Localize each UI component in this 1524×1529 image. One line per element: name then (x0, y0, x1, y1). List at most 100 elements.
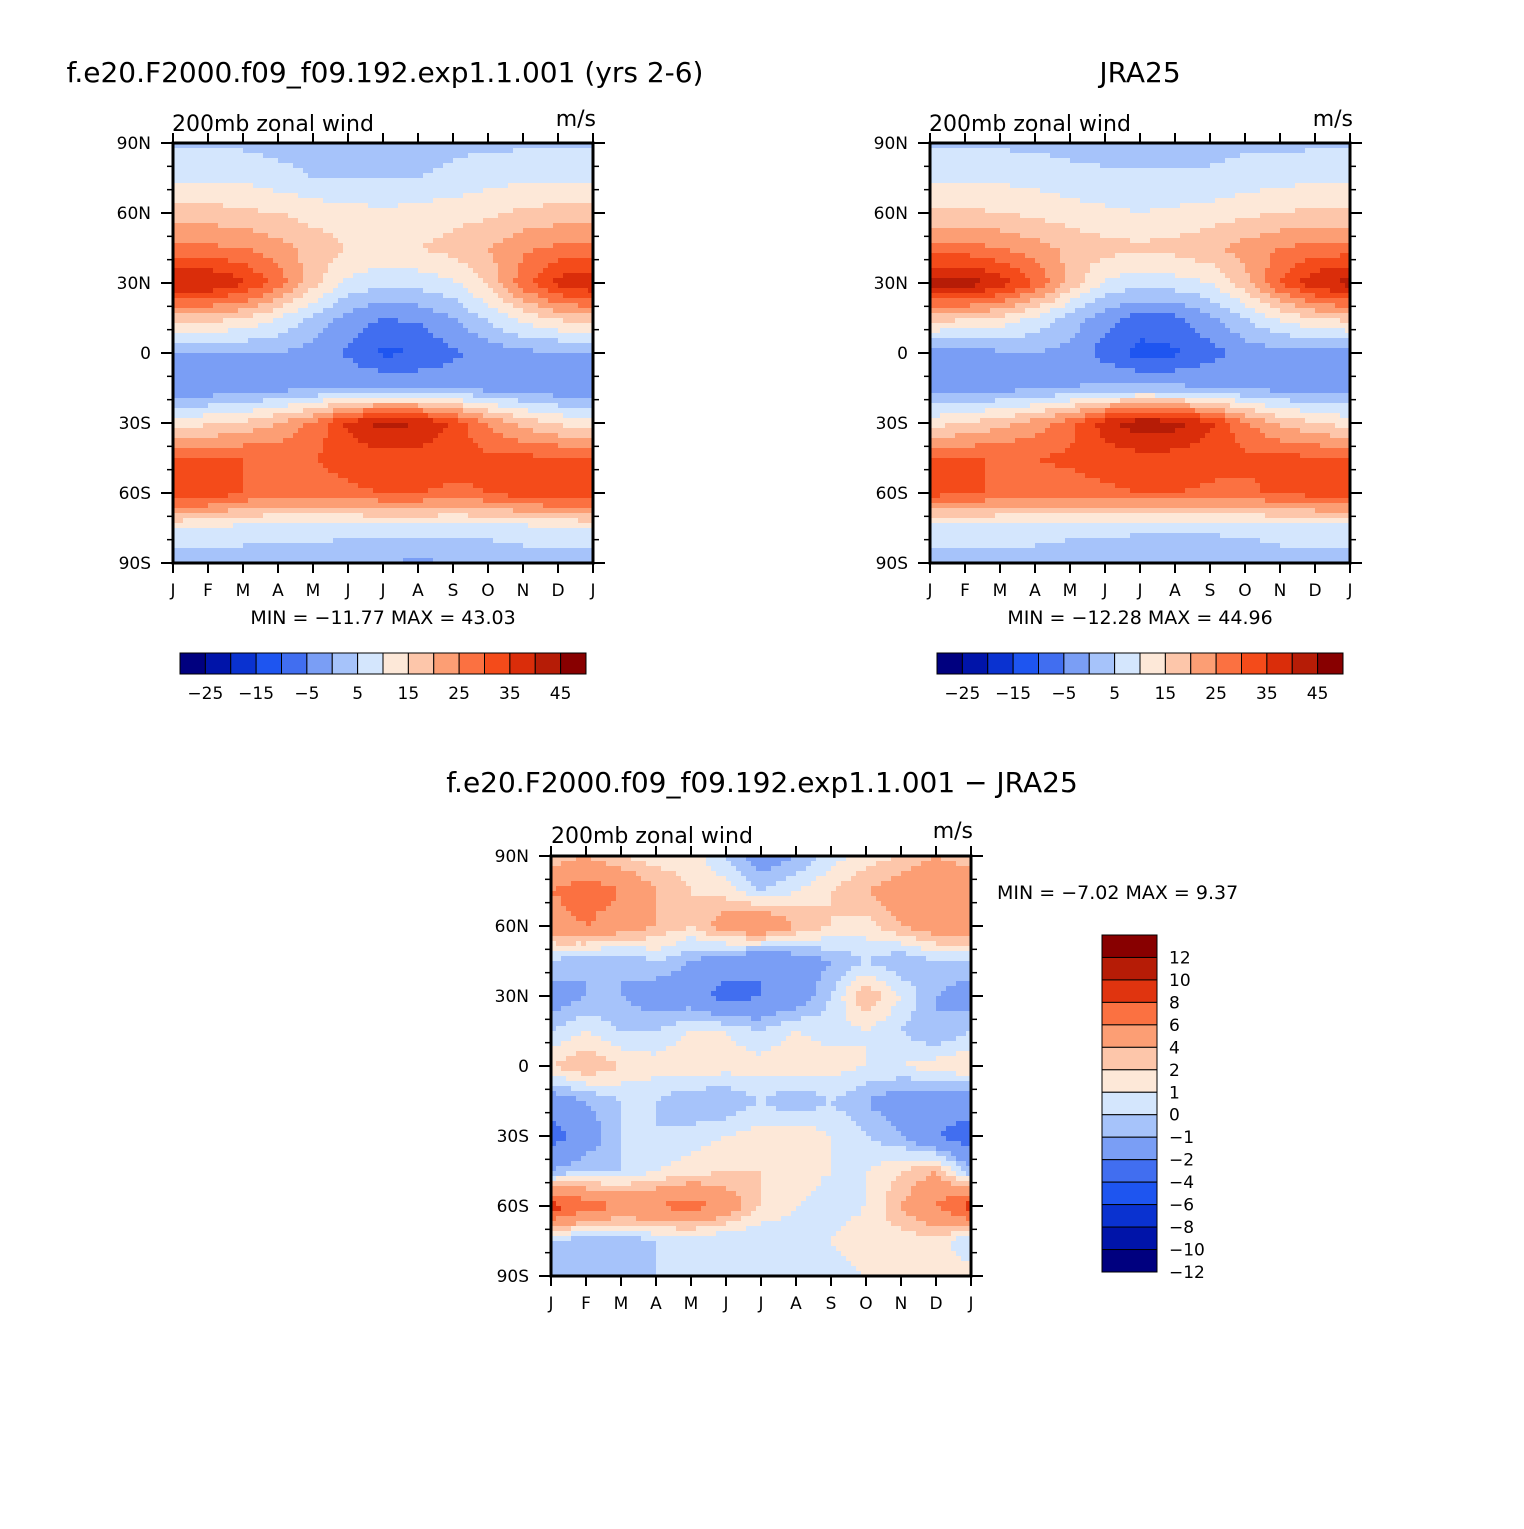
contour-cell (263, 278, 269, 284)
contour-cell (478, 263, 484, 269)
contour-cell (418, 193, 424, 199)
contour-cell (273, 368, 279, 374)
contour-cell (503, 213, 509, 219)
contour-cell (193, 238, 199, 244)
contour-cell (343, 223, 349, 229)
contour-cell (378, 253, 384, 259)
contour-cell (503, 398, 509, 404)
contour-cell (193, 183, 199, 189)
contour-cell (553, 408, 559, 414)
contour-cell (303, 188, 309, 194)
contour-cell (523, 393, 529, 399)
contour-cell (403, 243, 409, 249)
contour-cell (463, 263, 469, 269)
contour-cell (288, 158, 294, 164)
contour-cell (478, 153, 484, 159)
contour-cell (273, 203, 279, 209)
contour-cell (188, 248, 194, 254)
contour-cell (408, 413, 414, 419)
contour-cell (438, 413, 444, 419)
contour-cell (458, 263, 464, 269)
contour-cell (498, 368, 504, 374)
contour-cell (468, 213, 474, 219)
contour-cell (563, 188, 569, 194)
contour-cell (213, 368, 219, 374)
contour-cell (328, 228, 334, 234)
contour-cell (433, 258, 439, 264)
contour-cell (563, 338, 569, 344)
contour-cell (438, 313, 444, 319)
contour-cell (453, 333, 459, 339)
contour-cell (543, 183, 549, 189)
contour-cell (368, 178, 374, 184)
contour-cell (563, 408, 569, 414)
contour-cell (373, 413, 379, 419)
contour-cell (308, 258, 314, 264)
contour-cell (243, 288, 249, 294)
contour-cell (248, 438, 254, 444)
contour-cell (413, 413, 419, 419)
contour-cell (473, 398, 479, 404)
contour-cell (203, 363, 209, 369)
contour-cell (278, 153, 284, 159)
contour-cell (423, 383, 429, 389)
contour-cell (248, 178, 254, 184)
contour-cell (548, 193, 554, 199)
contour-cell (188, 408, 194, 414)
contour-cell (233, 373, 239, 379)
contour-cell (503, 383, 509, 389)
contour-cell (363, 388, 369, 394)
contour-cell (303, 233, 309, 239)
contour-cell (358, 243, 364, 249)
contour-cell (213, 358, 219, 364)
contour-cell (393, 363, 399, 369)
contour-cell (183, 278, 189, 284)
contour-cell (403, 148, 409, 154)
contour-cell (228, 313, 234, 319)
contour-cell (378, 168, 384, 174)
contour-cell (583, 348, 589, 354)
contour-cell (473, 343, 479, 349)
contour-cell (308, 353, 314, 359)
contour-cell (293, 198, 299, 204)
contour-cell (493, 368, 499, 374)
contour-cell (558, 383, 564, 389)
contour-cell (223, 398, 229, 404)
contour-cell (543, 328, 549, 334)
contour-cell (363, 313, 369, 319)
contour-cell (258, 273, 264, 279)
contour-cell (478, 148, 484, 154)
contour-cell (283, 313, 289, 319)
contour-cell (268, 258, 274, 264)
contour-cell (413, 363, 419, 369)
contour-cell (348, 438, 354, 444)
contour-cell (233, 248, 239, 254)
contour-cell (478, 418, 484, 424)
contour-cell (438, 323, 444, 329)
contour-cell (173, 198, 179, 204)
contour-cell (278, 403, 284, 409)
contour-cell (423, 218, 429, 224)
contour-cell (528, 243, 534, 249)
contour-cell (283, 198, 289, 204)
contour-cell (233, 403, 239, 409)
contour-cell (213, 388, 219, 394)
contour-cell (473, 408, 479, 414)
contour-cell (483, 393, 489, 399)
contour-cell (318, 273, 324, 279)
contour-cell (273, 283, 279, 289)
contour-cell (513, 283, 519, 289)
contour-cell (528, 378, 534, 384)
contour-cell (293, 253, 299, 259)
contour-cell (183, 393, 189, 399)
contour-cell (268, 348, 274, 354)
contour-cell (448, 303, 454, 309)
contour-cell (258, 318, 264, 324)
contour-cell (368, 363, 374, 369)
contour-cell (558, 408, 564, 414)
contour-cell (518, 183, 524, 189)
contour-cell (363, 323, 369, 329)
contour-cell (328, 393, 334, 399)
contour-cell (558, 393, 564, 399)
contour-cell (498, 358, 504, 364)
